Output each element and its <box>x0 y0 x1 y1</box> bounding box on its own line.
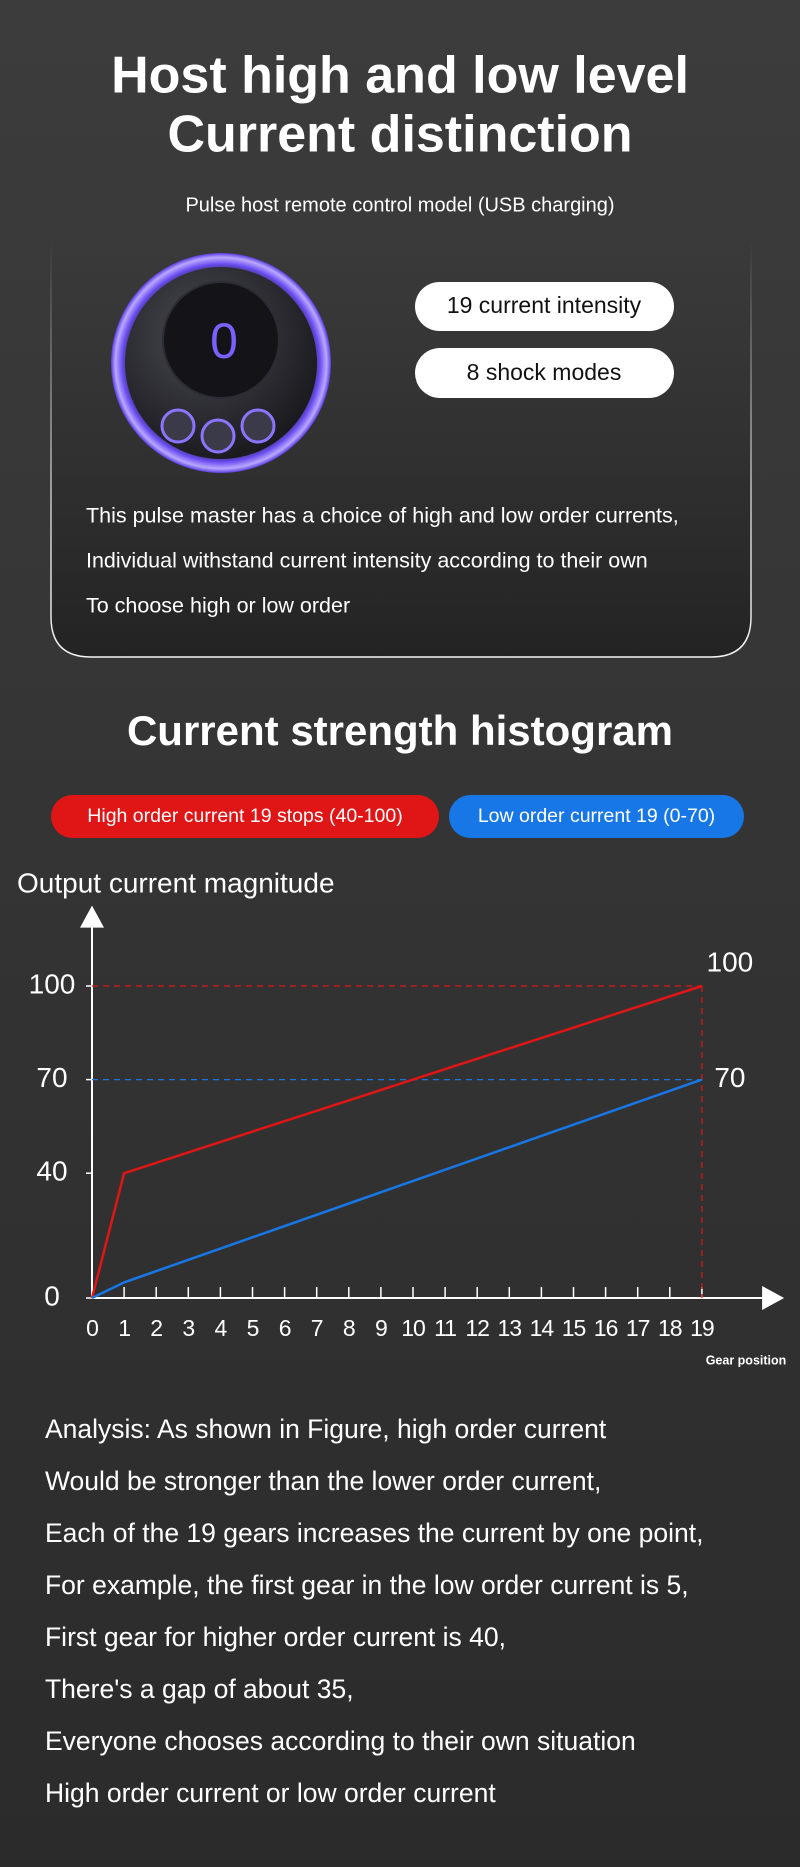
x-tick-label: 12 <box>465 1315 489 1341</box>
badge-text: 19 current intensity <box>447 292 642 318</box>
analysis-line: For example, the first gear in the low o… <box>45 1570 689 1600</box>
x-tick-label: 15 <box>562 1315 586 1341</box>
x-tick-label: 10 <box>401 1315 425 1341</box>
x-tick-label: 7 <box>311 1315 323 1341</box>
legend-label: High order current 19 stops (40-100) <box>87 805 402 827</box>
x-tick-label: 8 <box>343 1315 355 1341</box>
device-button <box>200 418 236 454</box>
x-tick-label: 1 <box>118 1315 130 1341</box>
analysis-line: First gear for higher order current is 4… <box>45 1622 506 1652</box>
x-tick-label: 13 <box>498 1315 522 1341</box>
legend-label: Low order current 19 (0-70) <box>478 805 715 827</box>
device: 0 <box>111 253 331 473</box>
y-axis-label: Output current magnitude <box>17 867 335 898</box>
title-line: Host high and low level <box>111 47 689 105</box>
y-tick-label: 0 <box>44 1280 60 1311</box>
x-tick-label: 17 <box>626 1315 650 1341</box>
x-tick-label: 9 <box>375 1315 387 1341</box>
x-tick-label: 18 <box>658 1315 682 1341</box>
analysis-line: High order current or low order current <box>45 1778 496 1808</box>
x-tick-label: 2 <box>150 1315 162 1341</box>
x-tick-label: 4 <box>215 1315 228 1341</box>
x-tick-label: 5 <box>247 1315 259 1341</box>
description-line: This pulse master has a choice of high a… <box>86 504 679 528</box>
analysis-line: Everyone chooses according to their own … <box>45 1726 636 1756</box>
badge <box>415 282 674 331</box>
data-label: 70 <box>714 1062 745 1093</box>
x-axis-arrow <box>762 1286 785 1310</box>
x-tick-label: 6 <box>279 1315 291 1341</box>
section-title: Current strength histogram <box>127 707 673 754</box>
badge-text: 8 shock modes <box>467 359 622 385</box>
x-tick-label: 16 <box>594 1315 618 1341</box>
device-display <box>162 281 280 399</box>
device-button <box>240 408 276 444</box>
y-tick-label: 40 <box>36 1156 67 1187</box>
x-tick-label: 19 <box>690 1315 714 1341</box>
x-tick-label: 3 <box>182 1315 194 1341</box>
x-tick-label: 11 <box>434 1315 456 1341</box>
y-tick-label: 100 <box>29 968 76 999</box>
series-line <box>91 1078 703 1300</box>
analysis-line: Analysis: As shown in Figure, high order… <box>45 1414 607 1444</box>
title-line: Current distinction <box>167 106 632 164</box>
device-button <box>160 408 196 444</box>
x-tick-label: 14 <box>530 1315 555 1341</box>
y-tick-label: 70 <box>36 1062 67 1093</box>
description-line: To choose high or low order <box>86 594 350 618</box>
analysis-line: Each of the 19 gears increases the curre… <box>45 1518 704 1548</box>
x-tick-label: 0 <box>86 1315 98 1341</box>
x-axis-label: Gear position <box>706 1353 787 1367</box>
chart: High order current 19 stops (40-100) Low … <box>17 795 786 1367</box>
device-digit: 0 <box>210 313 238 369</box>
data-label: 100 <box>707 946 754 977</box>
badge <box>415 348 674 398</box>
legend-pill <box>449 795 744 838</box>
panel-border <box>50 240 752 658</box>
description-line: Individual withstand current intensity a… <box>86 549 648 573</box>
analysis: Analysis: As shown in Figure, high order… <box>45 1414 704 1808</box>
analysis-line: Would be stronger than the lower order c… <box>45 1466 601 1496</box>
series-line <box>90 984 703 1299</box>
analysis-line: There's a gap of about 35, <box>45 1674 354 1704</box>
subtitle: Pulse host remote control model (USB cha… <box>185 194 614 216</box>
legend-pill <box>51 795 439 838</box>
y-axis-arrow <box>80 905 104 928</box>
